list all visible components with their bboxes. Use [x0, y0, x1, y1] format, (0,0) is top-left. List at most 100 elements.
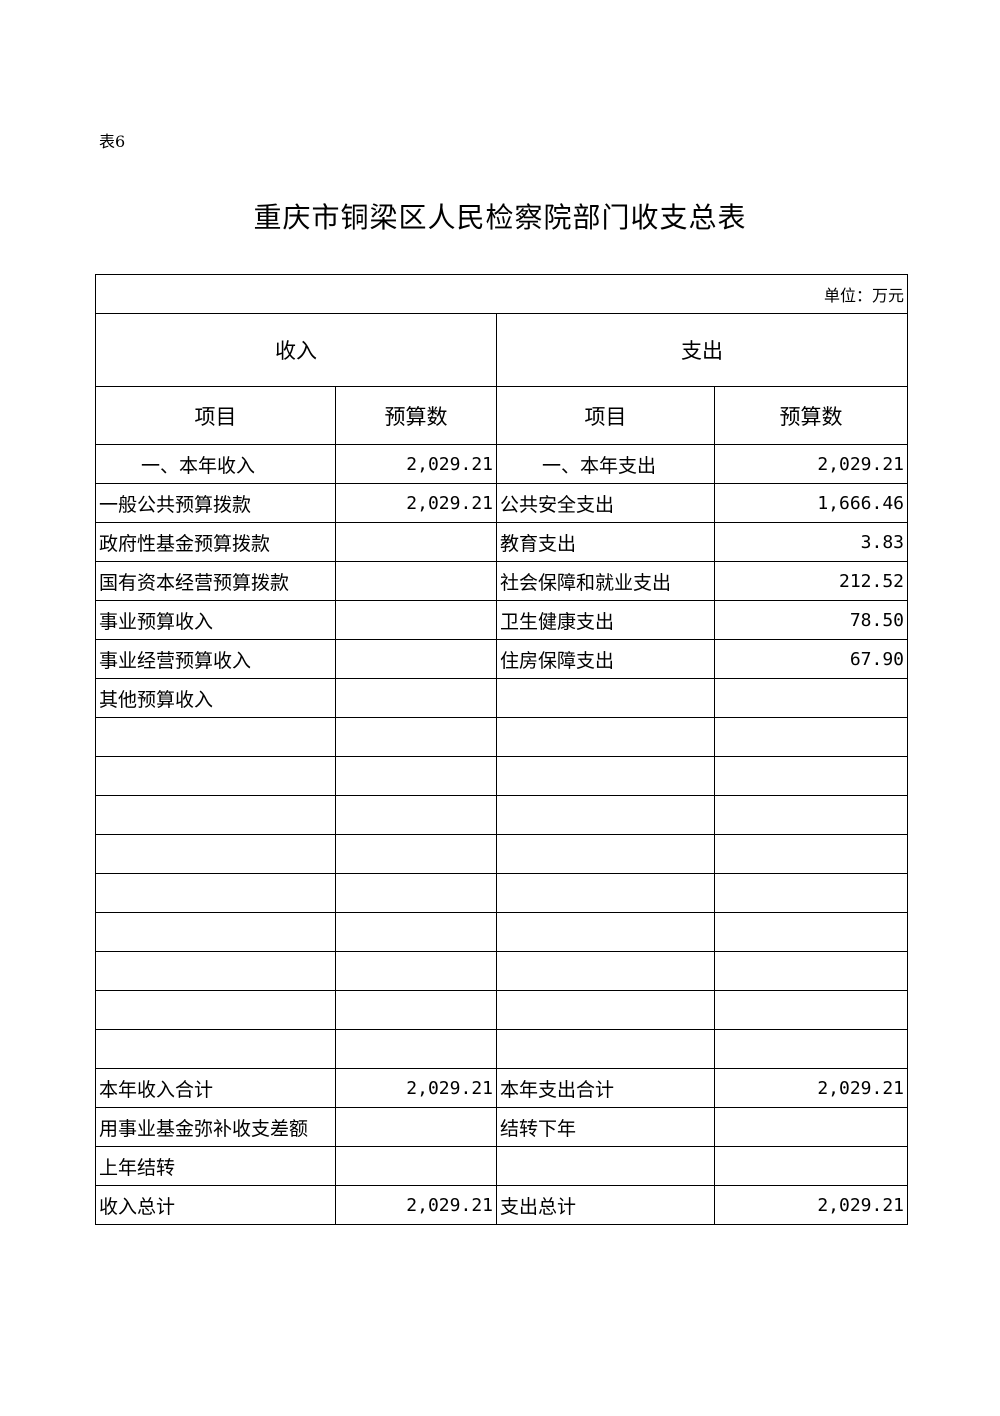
table-row — [95, 990, 909, 1030]
income-budget-cell: 2,029.21 — [335, 1185, 497, 1225]
income-budget-cell — [335, 873, 497, 913]
expense-budget-cell — [713, 795, 909, 835]
expense-item-cell: 本年支出合计 — [496, 1068, 715, 1108]
income-item-cell: 其他预算收入 — [95, 678, 336, 718]
table-row: 政府性基金预算拨款 教育支出 3.83 — [95, 522, 909, 562]
income-item-cell — [95, 834, 336, 874]
expense-budget-header: 预算数 — [713, 386, 909, 445]
income-item-cell: 国有资本经营预算拨款 — [95, 561, 336, 601]
expense-budget-cell — [713, 678, 909, 718]
expense-item-cell — [496, 990, 715, 1030]
expense-item-cell — [496, 795, 715, 835]
expense-item-cell: 结转下年 — [496, 1107, 715, 1147]
table-row — [95, 756, 909, 796]
expense-item-cell: 公共安全支出 — [496, 483, 715, 523]
expense-budget-cell: 67.90 — [713, 639, 909, 679]
expense-budget-cell: 1,666.46 — [713, 483, 909, 523]
income-budget-cell: 2,029.21 — [335, 1068, 497, 1108]
expense-item-cell — [496, 912, 715, 952]
table-row: 收入总计 2,029.21 支出总计 2,029.21 — [95, 1185, 909, 1225]
page-title: 重庆市铜梁区人民检察院部门收支总表 — [253, 201, 747, 234]
income-budget-cell — [335, 522, 497, 562]
income-item-cell: 收入总计 — [95, 1185, 336, 1225]
expense-item-cell — [496, 678, 715, 718]
unit-row: 单位：万元 — [94, 274, 909, 314]
income-budget-cell — [335, 717, 497, 757]
income-item-cell: 事业经营预算收入 — [95, 639, 336, 679]
expense-item-cell — [496, 1029, 715, 1069]
table-row: 事业经营预算收入 住房保障支出 67.90 — [95, 639, 909, 679]
income-budget-cell — [335, 1107, 497, 1147]
expense-item-cell: 社会保障和就业支出 — [496, 561, 715, 601]
income-budget-cell — [335, 756, 497, 796]
expense-item-header: 项目 — [496, 386, 715, 445]
income-budget-header: 预算数 — [335, 386, 497, 445]
expense-budget-cell — [713, 990, 909, 1030]
income-item-cell: 本年收入合计 — [95, 1068, 336, 1108]
table-row: 一、本年收入 2,029.21 一、本年支出 2,029.21 — [95, 444, 909, 484]
expense-budget-cell — [713, 912, 909, 952]
expense-item-cell: 住房保障支出 — [496, 639, 715, 679]
income-item-cell: 事业预算收入 — [95, 600, 336, 640]
section-header-row: 收入 支出 — [95, 313, 909, 387]
expense-item-cell — [496, 717, 715, 757]
income-item-cell: 政府性基金预算拨款 — [95, 522, 336, 562]
table-row: 用事业基金弥补收支差额 结转下年 — [95, 1107, 909, 1147]
income-item-cell — [95, 951, 336, 991]
table-row — [95, 1029, 909, 1069]
expense-budget-cell: 2,029.21 — [713, 444, 909, 484]
income-budget-cell — [335, 600, 497, 640]
income-item-cell: 一、本年收入 — [95, 444, 336, 484]
table-row: 国有资本经营预算拨款 社会保障和就业支出 212.52 — [95, 561, 909, 601]
income-item-cell — [95, 990, 336, 1030]
income-item-cell — [95, 756, 336, 796]
table-row: 其他预算收入 — [95, 678, 909, 718]
income-budget-cell — [335, 912, 497, 952]
table-row: 本年收入合计 2,029.21 本年支出合计 2,029.21 — [95, 1068, 909, 1108]
expense-item-cell — [496, 1146, 715, 1186]
income-item-cell — [95, 717, 336, 757]
table-row: 上年结转 — [95, 1146, 909, 1186]
expense-budget-cell — [713, 1146, 909, 1186]
income-item-cell: 上年结转 — [95, 1146, 336, 1186]
income-header: 收入 — [95, 313, 497, 387]
expense-budget-cell — [713, 834, 909, 874]
expense-item-cell: 教育支出 — [496, 522, 715, 562]
income-budget-cell — [335, 639, 497, 679]
expense-item-cell — [496, 834, 715, 874]
expense-budget-cell — [713, 1107, 909, 1147]
expense-item-cell — [496, 756, 715, 796]
table-row — [95, 795, 909, 835]
expense-budget-cell: 78.50 — [713, 600, 909, 640]
income-item-header: 项目 — [95, 386, 336, 445]
column-header-row: 项目 预算数 项目 预算数 — [95, 386, 909, 445]
income-item-cell: 用事业基金弥补收支差额 — [95, 1107, 336, 1147]
income-budget-cell — [335, 834, 497, 874]
expense-header: 支出 — [495, 313, 909, 387]
income-item-cell: 一般公共预算拨款 — [95, 483, 336, 523]
expense-item-cell: 支出总计 — [496, 1185, 715, 1225]
income-budget-cell — [335, 678, 497, 718]
income-budget-cell — [335, 1146, 497, 1186]
expense-budget-cell: 3.83 — [713, 522, 909, 562]
expense-item-cell: 卫生健康支出 — [496, 600, 715, 640]
income-item-cell — [95, 1029, 336, 1069]
income-budget-cell — [335, 1029, 497, 1069]
expense-budget-cell — [713, 951, 909, 991]
expense-budget-cell — [713, 1029, 909, 1069]
expense-budget-cell: 212.52 — [713, 561, 909, 601]
table-row: 事业预算收入 卫生健康支出 78.50 — [95, 600, 909, 640]
unit-label: 单位：万元 — [94, 274, 909, 314]
income-item-cell — [95, 873, 336, 913]
income-budget-cell: 2,029.21 — [335, 444, 497, 484]
table-row — [95, 951, 909, 991]
table-row: 一般公共预算拨款 2,029.21 公共安全支出 1,666.46 — [95, 483, 909, 523]
table-row — [95, 873, 909, 913]
table-row — [95, 912, 909, 952]
table-row — [95, 834, 909, 874]
table-row — [95, 717, 909, 757]
expense-item-cell: 一、本年支出 — [496, 444, 715, 484]
income-item-cell — [95, 912, 336, 952]
expense-item-cell — [496, 873, 715, 913]
budget-summary-table: 单位：万元 收入 支出 项目 预算数 项目 预算数 一、本年收入 2,029.21… — [94, 274, 909, 1225]
